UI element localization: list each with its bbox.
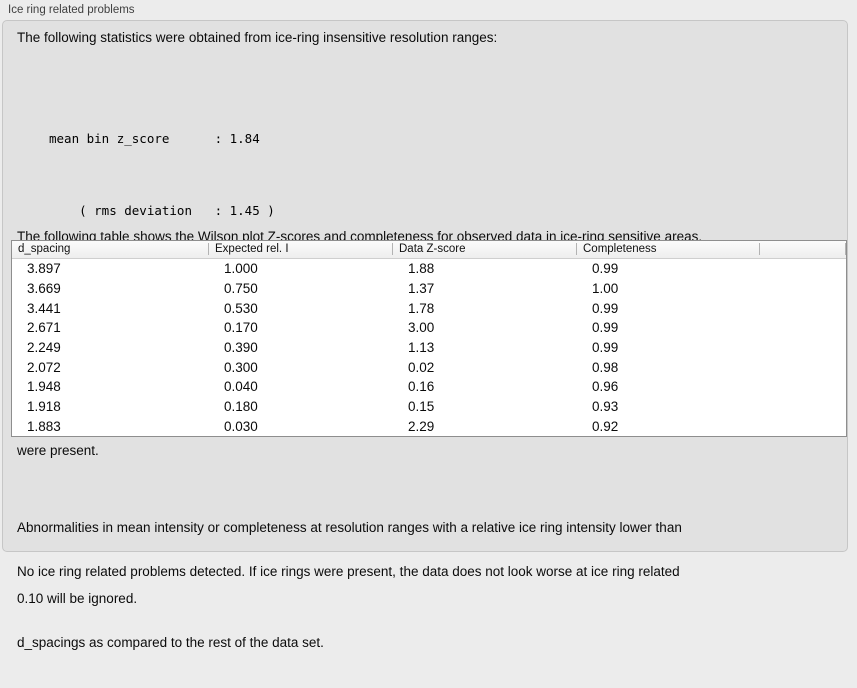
cell-data-z-score: 1.88 xyxy=(408,261,435,277)
column-header-blank[interactable] xyxy=(760,241,846,258)
description-line: were present. xyxy=(17,442,99,458)
table-row[interactable]: 1.948 0.040 0.16 0.96 xyxy=(12,377,846,397)
column-header-completeness[interactable]: Completeness xyxy=(577,241,760,258)
cell-completeness: 0.99 xyxy=(592,261,619,277)
groupbox-title: Ice ring related problems xyxy=(8,4,135,16)
table-row[interactable]: 3.669 0.750 1.37 1.00 xyxy=(12,279,846,299)
cell-completeness: 0.98 xyxy=(592,359,619,375)
table-row[interactable]: 3.897 1.000 1.88 0.99 xyxy=(12,259,846,279)
table-row[interactable]: 1.883 0.030 2.29 0.92 xyxy=(12,416,846,436)
cell-d-spacing: 1.948 xyxy=(27,379,61,395)
cell-expected-rel-i: 0.390 xyxy=(224,340,258,356)
table-row[interactable]: 2.249 0.390 1.13 0.99 xyxy=(12,338,846,358)
cell-d-spacing: 2.671 xyxy=(27,320,61,336)
table-row[interactable]: 1.918 0.180 0.15 0.93 xyxy=(12,397,846,417)
cell-expected-rel-i: 0.040 xyxy=(224,379,258,395)
cell-completeness: 0.96 xyxy=(592,379,619,395)
column-header-d-spacing[interactable]: d_spacing xyxy=(12,241,209,258)
cell-expected-rel-i: 1.000 xyxy=(224,261,258,277)
table-row[interactable]: 2.072 0.300 0.02 0.98 xyxy=(12,357,846,377)
cell-completeness: 0.92 xyxy=(592,418,619,434)
cell-expected-rel-i: 0.170 xyxy=(224,320,258,336)
cell-expected-rel-i: 0.180 xyxy=(224,399,258,415)
stats-line: mean bin z_score : 1.84 xyxy=(49,131,260,146)
cell-d-spacing: 3.669 xyxy=(27,281,61,296)
ignore-note-line: Abnormalities in mean intensity or compl… xyxy=(17,520,682,536)
cell-completeness: 1.00 xyxy=(592,281,619,296)
app-window: { "panel": { "title": "Ice ring related … xyxy=(2,4,848,651)
column-header-data-z-score[interactable]: Data Z-score xyxy=(393,241,577,258)
cell-completeness: 0.99 xyxy=(592,340,619,356)
cell-data-z-score: 1.37 xyxy=(408,281,435,296)
cell-d-spacing: 3.441 xyxy=(27,300,61,316)
cell-data-z-score: 1.78 xyxy=(408,300,435,316)
cell-expected-rel-i: 0.300 xyxy=(224,359,258,375)
ice-ring-table: d_spacing Expected rel. I Data Z-score C… xyxy=(11,240,847,437)
column-header-expected-rel-i[interactable]: Expected rel. I xyxy=(209,241,393,258)
cell-data-z-score: 2.29 xyxy=(408,418,435,434)
cell-completeness: 0.99 xyxy=(592,300,619,316)
conclusion-line: No ice ring related problems detected. I… xyxy=(17,564,680,580)
intro-text: The following statistics were obtained f… xyxy=(17,30,498,45)
conclusion-text: No ice ring related problems detected. I… xyxy=(17,492,680,688)
cell-d-spacing: 2.249 xyxy=(27,340,61,356)
table-row[interactable]: 3.441 0.530 1.78 0.99 xyxy=(12,298,846,318)
cell-expected-rel-i: 0.030 xyxy=(224,418,258,434)
cell-data-z-score: 0.15 xyxy=(408,399,435,415)
stats-line: ( rms deviation : 1.45 ) xyxy=(49,203,275,218)
cell-data-z-score: 1.13 xyxy=(408,340,435,356)
table-row[interactable]: 2.671 0.170 3.00 0.99 xyxy=(12,318,846,338)
cell-data-z-score: 0.16 xyxy=(408,379,435,395)
conclusion-line: d_spacings as compared to the rest of th… xyxy=(17,635,324,651)
cell-d-spacing: 3.897 xyxy=(27,261,61,277)
cell-expected-rel-i: 0.530 xyxy=(224,300,258,316)
cell-expected-rel-i: 0.750 xyxy=(224,281,258,296)
cell-completeness: 0.99 xyxy=(592,320,619,336)
cell-d-spacing: 1.918 xyxy=(27,399,61,415)
table-header-row: d_spacing Expected rel. I Data Z-score C… xyxy=(12,241,846,259)
cell-data-z-score: 3.00 xyxy=(408,320,435,336)
cell-completeness: 0.93 xyxy=(592,399,619,415)
cell-d-spacing: 2.072 xyxy=(27,359,61,375)
table-body: 3.897 1.000 1.88 0.99 3.669 0.750 1.37 1… xyxy=(12,259,846,436)
cell-d-spacing: 1.883 xyxy=(27,418,61,434)
cell-data-z-score: 0.02 xyxy=(408,359,435,375)
ice-ring-report-panel: The following statistics were obtained f… xyxy=(2,20,848,650)
